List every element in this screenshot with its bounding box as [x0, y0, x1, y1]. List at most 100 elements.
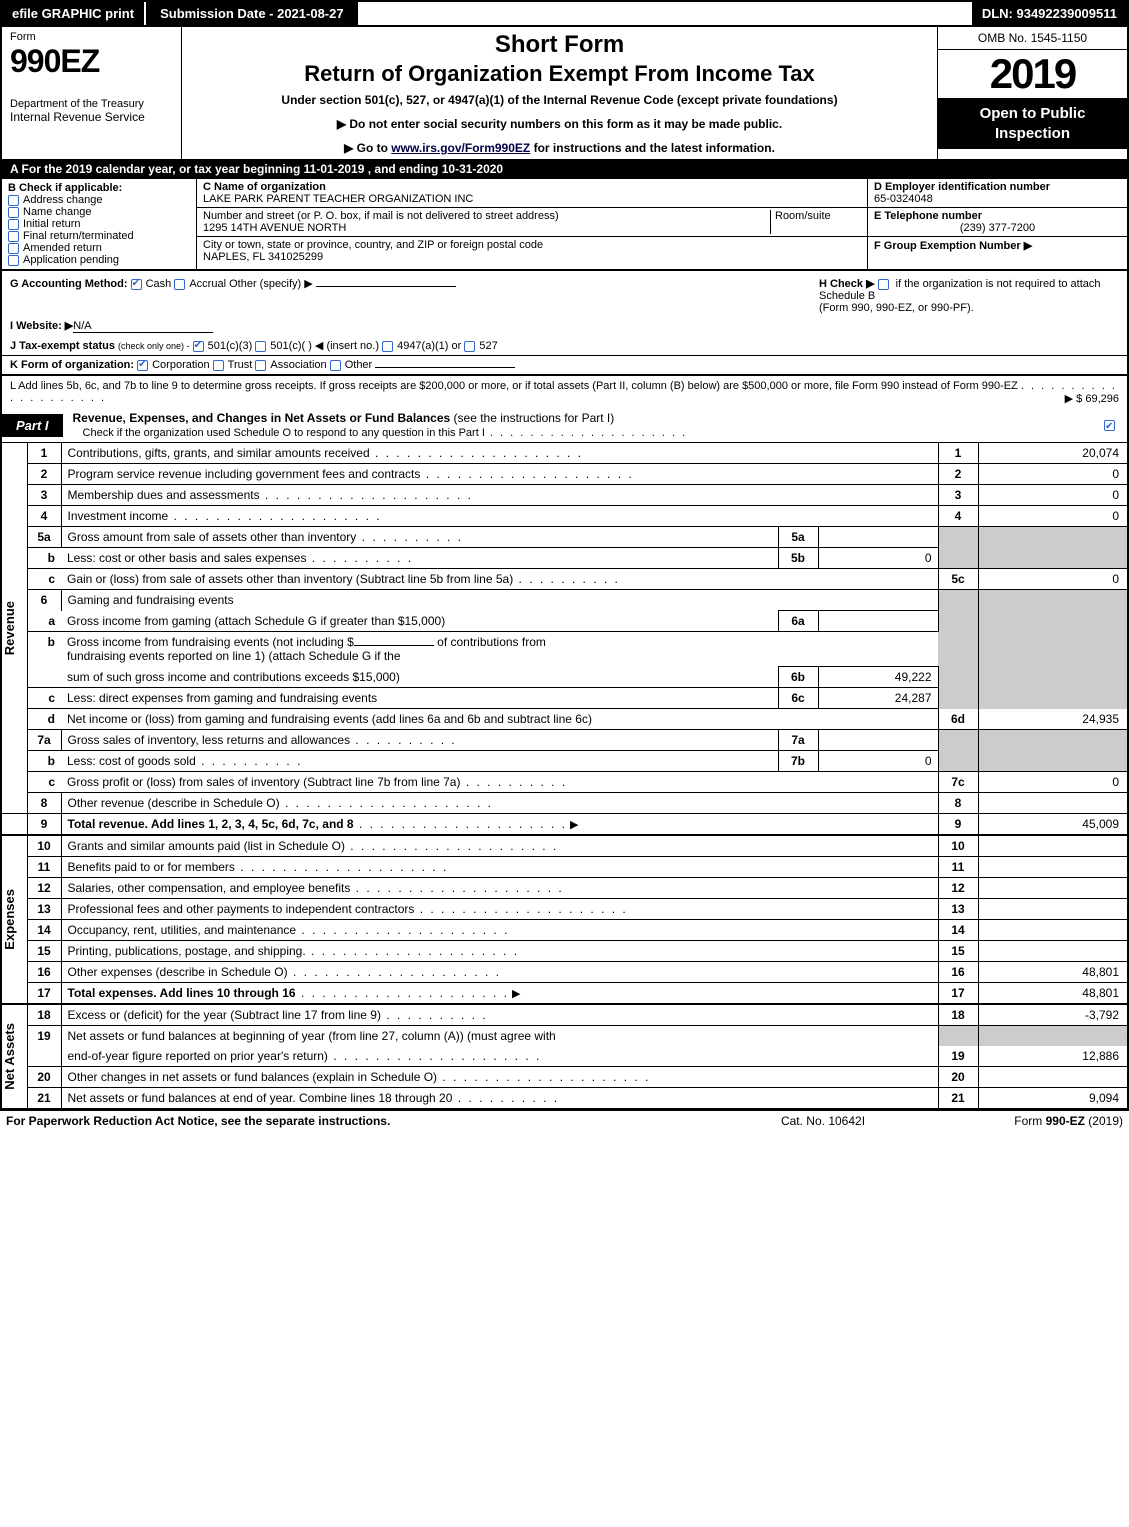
b-text-final: Final return/terminated [23, 230, 134, 242]
b-item-name[interactable]: Name change [8, 206, 190, 218]
val-1: 20,074 [978, 443, 1128, 464]
j-501c-checkbox[interactable] [255, 341, 266, 352]
desc-17: Total expenses. Add lines 10 through 16 [61, 983, 938, 1005]
k-trust-label: Trust [228, 359, 253, 371]
val-7b: 0 [818, 751, 938, 772]
desc-6a: Gross income from gaming (attach Schedul… [61, 611, 778, 632]
b-item-final[interactable]: Final return/terminated [8, 230, 190, 242]
line-20: 20Other changes in net assets or fund ba… [1, 1067, 1128, 1088]
irs-link[interactable]: www.irs.gov/Form990EZ [391, 141, 530, 155]
tax-year: 2019 [938, 50, 1127, 98]
line-5c: cGain or (loss) from sale of assets othe… [1, 569, 1128, 590]
b-item-pending[interactable]: Application pending [8, 254, 190, 266]
line-14: 14Occupancy, rent, utilities, and mainte… [1, 920, 1128, 941]
desc-5a: Gross amount from sale of assets other t… [61, 527, 778, 548]
section-b: B Check if applicable: Address change Na… [2, 179, 197, 269]
j-label: J Tax-exempt status [10, 340, 115, 352]
g-accrual-checkbox[interactable] [174, 279, 185, 290]
b-item-amended[interactable]: Amended return [8, 242, 190, 254]
dept-irs: Internal Revenue Service [10, 110, 173, 124]
header-center: Short Form Return of Organization Exempt… [182, 27, 937, 159]
j-501c3-checkbox[interactable] [193, 341, 204, 352]
j-527-checkbox[interactable] [464, 341, 475, 352]
vtab-revenue: Revenue [1, 443, 27, 814]
footer-right-pre: Form [1014, 1114, 1045, 1128]
desc-5c: Gain or (loss) from sale of assets other… [61, 569, 938, 590]
ein: 65-0324048 [874, 193, 933, 205]
open-to-public: Open to Public Inspection [938, 98, 1127, 149]
k-assoc-checkbox[interactable] [255, 360, 266, 371]
b-item-address[interactable]: Address change [8, 194, 190, 206]
part1-title-text: Revenue, Expenses, and Changes in Net As… [73, 411, 451, 425]
line-19-1: 19Net assets or fund balances at beginni… [1, 1026, 1128, 1047]
line-7c: cGross profit or (loss) from sales of in… [1, 772, 1128, 793]
desc-20: Other changes in net assets or fund bala… [61, 1067, 938, 1088]
val-2: 0 [978, 464, 1128, 485]
desc-5b: Less: cost or other basis and sales expe… [61, 548, 778, 569]
section-c: C Name of organization LAKE PARK PARENT … [197, 179, 867, 269]
h-checkbox[interactable] [878, 279, 889, 290]
part1-schedule-o-check[interactable] [1104, 418, 1127, 432]
val-13 [978, 899, 1128, 920]
j-527-label: 527 [479, 340, 497, 352]
val-14 [978, 920, 1128, 941]
tax-period: A For the 2019 calendar year, or tax yea… [0, 159, 1129, 179]
shade-5 [938, 527, 978, 569]
desc-7c: Gross profit or (loss) from sales of inv… [61, 772, 938, 793]
line-5a: 5a Gross amount from sale of assets othe… [1, 527, 1128, 548]
h-schedule-b: H Check ▶ if the organization is not req… [819, 277, 1119, 314]
b-text-pending: Application pending [23, 254, 119, 266]
efile-label[interactable]: efile GRAPHIC print [2, 2, 144, 25]
g-other-label: Other (specify) ▶ [229, 278, 313, 290]
g-label: G Accounting Method: [10, 278, 128, 290]
line-6d: dNet income or (loss) from gaming and fu… [1, 709, 1128, 730]
section-de: D Employer identification number 65-0324… [867, 179, 1127, 269]
b-text-address: Address change [23, 194, 103, 206]
footer-left: For Paperwork Reduction Act Notice, see … [6, 1114, 723, 1128]
k-other-label: Other [345, 359, 373, 371]
k-trust-checkbox[interactable] [213, 360, 224, 371]
footer-right-post: (2019) [1085, 1114, 1123, 1128]
k-label: K Form of organization: [10, 359, 134, 371]
desc-3: Membership dues and assessments [61, 485, 938, 506]
room-suite-label: Room/suite [771, 210, 861, 234]
header-left: Form 990EZ Department of the Treasury In… [2, 27, 182, 159]
line-11: 11Benefits paid to or for members11 [1, 857, 1128, 878]
city-label: City or town, state or province, country… [203, 239, 543, 251]
h-label: H Check ▶ [819, 278, 875, 290]
directive-pre: ▶ Go to [344, 141, 391, 155]
ln-1: 1 [27, 443, 61, 464]
shade-6 [938, 590, 978, 709]
line-21: 21Net assets or fund balances at end of … [1, 1088, 1128, 1110]
c-city-cell: City or town, state or province, country… [197, 237, 867, 265]
c-name-cell: C Name of organization LAKE PARK PARENT … [197, 179, 867, 208]
val-4: 0 [978, 506, 1128, 527]
desc-16: Other expenses (describe in Schedule O) [61, 962, 938, 983]
b-item-initial[interactable]: Initial return [8, 218, 190, 230]
6b-blank[interactable] [354, 645, 434, 646]
d-label: D Employer identification number [874, 181, 1050, 193]
line-3: 3Membership dues and assessments 30 [1, 485, 1128, 506]
j-insert: ◀ (insert no.) [315, 340, 379, 352]
line-4: 4Investment income 40 [1, 506, 1128, 527]
k-corp-checkbox[interactable] [137, 360, 148, 371]
g-cash-checkbox[interactable] [131, 279, 142, 290]
dln-label: DLN: 93492239009511 [972, 2, 1127, 25]
val-11 [978, 857, 1128, 878]
e-label: E Telephone number [874, 210, 982, 222]
line-8: 8Other revenue (describe in Schedule O) … [1, 793, 1128, 814]
line-18: Net Assets 18Excess or (deficit) for the… [1, 1004, 1128, 1026]
desc-8: Other revenue (describe in Schedule O) [61, 793, 938, 814]
desc-12: Salaries, other compensation, and employ… [61, 878, 938, 899]
desc-6: Gaming and fundraising events [61, 590, 938, 611]
val-5c: 0 [978, 569, 1128, 590]
k-other-checkbox[interactable] [330, 360, 341, 371]
line-17: 17Total expenses. Add lines 10 through 1… [1, 983, 1128, 1005]
j-4947-label: 4947(a)(1) or [397, 340, 461, 352]
g-other-input[interactable] [316, 286, 456, 287]
j-4947-checkbox[interactable] [382, 341, 393, 352]
g-cash-label: Cash [146, 278, 172, 290]
k-other-input[interactable] [375, 367, 515, 368]
line-6: 6Gaming and fundraising events [1, 590, 1128, 611]
val-7a [818, 730, 938, 751]
